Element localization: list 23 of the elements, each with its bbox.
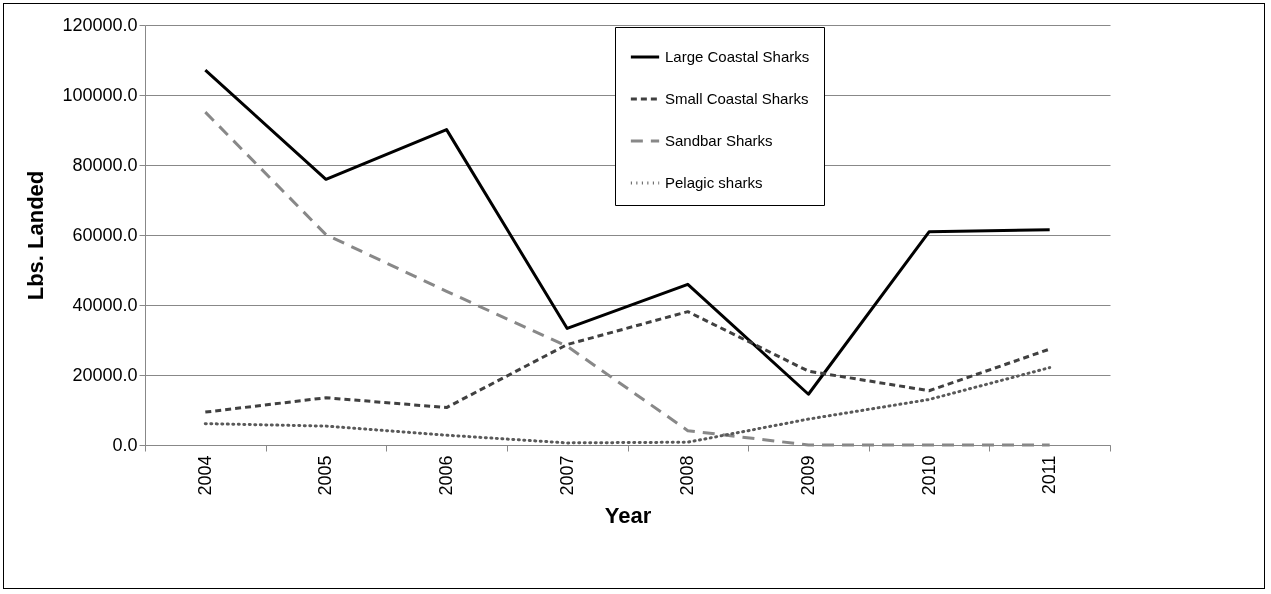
x-tick-label: 2011 (1039, 455, 1060, 495)
y-tick-label: 80000.0 (72, 154, 138, 175)
x-tick-label: 2007 (556, 455, 577, 496)
x-axis-title: Year (604, 502, 652, 528)
line-series (203, 68, 1052, 396)
x-tick-label: 2009 (797, 455, 818, 496)
legend-label: Large Coastal Sharks (665, 48, 810, 65)
legend-label: Pelagic sharks (665, 174, 763, 191)
y-tick-label: 120000.0 (62, 14, 138, 35)
x-tick-label: 2010 (918, 455, 939, 496)
x-tick-label: 2005 (315, 455, 336, 496)
x-tick-label: 2004 (194, 455, 215, 496)
y-tick-label: 100000.0 (62, 84, 138, 105)
y-tick-label: 20000.0 (72, 364, 138, 385)
y-tick-label: 40000.0 (72, 294, 138, 315)
legend-label: Sandbar Sharks (665, 132, 773, 149)
y-tick-label: 0.0 (112, 434, 138, 455)
y-axis-title: Lbs. Landed (23, 170, 49, 301)
x-tick-label: 2008 (677, 455, 698, 496)
y-tick-label: 60000.0 (72, 224, 138, 245)
x-tick-label: 2006 (436, 455, 457, 496)
line-series (203, 366, 1052, 445)
legend-label: Small Coastal Sharks (665, 90, 809, 107)
